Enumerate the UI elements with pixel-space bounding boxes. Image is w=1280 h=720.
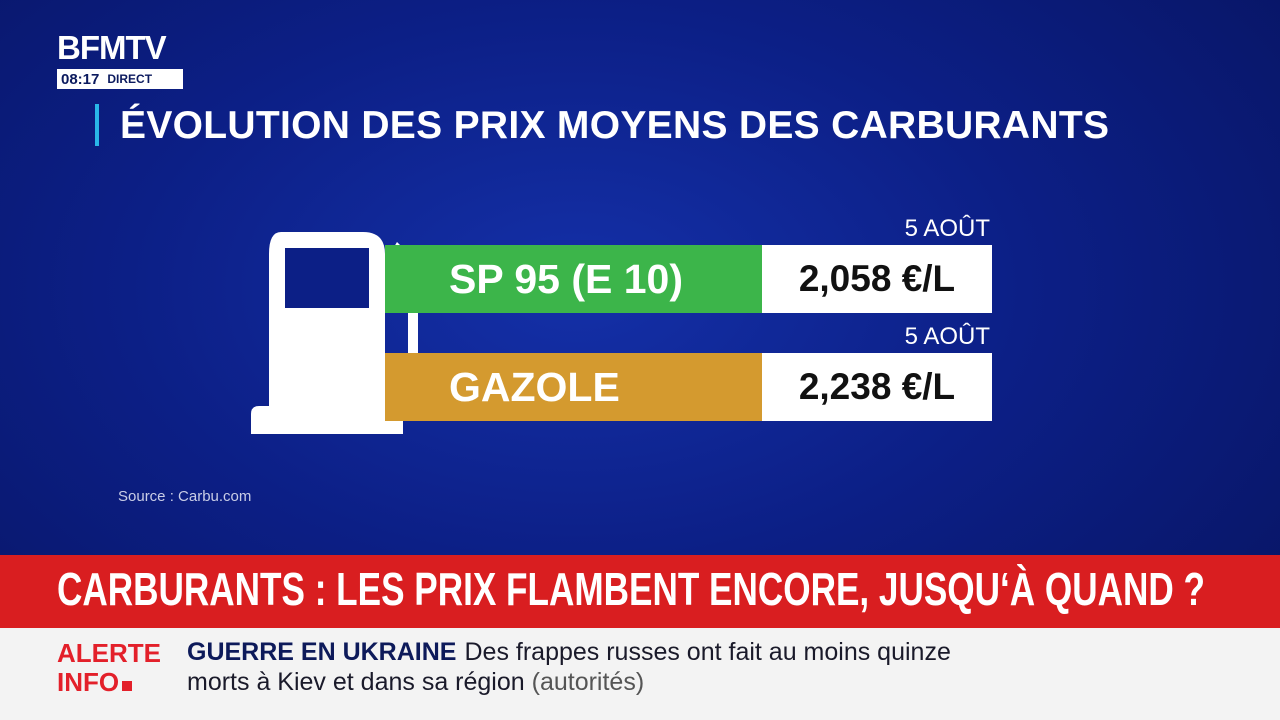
- price-box: 2,238 €/L: [762, 353, 992, 421]
- title-accent: [95, 104, 99, 146]
- time: 08:17: [61, 70, 100, 88]
- alert-square: [122, 681, 133, 691]
- headline-svg: CARBURANTS : LES PRIX FLAMBENT ENCORE, J…: [57, 563, 1205, 615]
- logo: BFMTV: [57, 29, 167, 66]
- ticker: [0, 628, 1280, 720]
- title: ÉVOLUTION DES PRIX MOYENS DES CARBURANTS: [120, 104, 1110, 147]
- price-box: 2,058 €/L: [762, 245, 992, 313]
- price: 2,238 €/L: [798, 366, 956, 407]
- fuel-bar: SP 95 (E 10): [385, 245, 762, 313]
- fuel-name: GAZOLE: [449, 363, 620, 410]
- alert-label: INFO: [57, 667, 133, 697]
- alert-label-2: INFO: [57, 667, 120, 697]
- alert-label: ALERTE: [57, 638, 161, 668]
- headline: CARBURANTS : LES PRIX FLAMBENT ENCORE, J…: [57, 563, 1205, 615]
- row-date: 5 AOÛT: [904, 323, 990, 350]
- row-date: 5 AOÛT: [904, 215, 990, 242]
- live-label: DIRECT: [107, 72, 153, 86]
- ticker-topic: GUERRE EN UKRAINE: [187, 638, 457, 666]
- fuel-name: SP 95 (E 10): [449, 255, 683, 302]
- ticker-text: Des frappes russes ont fait au moins qui…: [187, 638, 951, 696]
- headline-banner: CARBURANTS : LES PRIX FLAMBENT ENCORE, J…: [0, 555, 1280, 628]
- fuel-bar: GAZOLE: [385, 353, 762, 421]
- price: 2,058 €/L: [798, 258, 956, 299]
- ticker-body: GUERRE EN UKRAINE Des frappes russes ont …: [187, 637, 987, 697]
- source: Source : Carbu.com: [118, 488, 252, 505]
- ticker-attribution: (autorités): [531, 668, 645, 696]
- pump-screen: [285, 248, 369, 308]
- logo-clock: 08:17 DIRECT: [57, 69, 183, 89]
